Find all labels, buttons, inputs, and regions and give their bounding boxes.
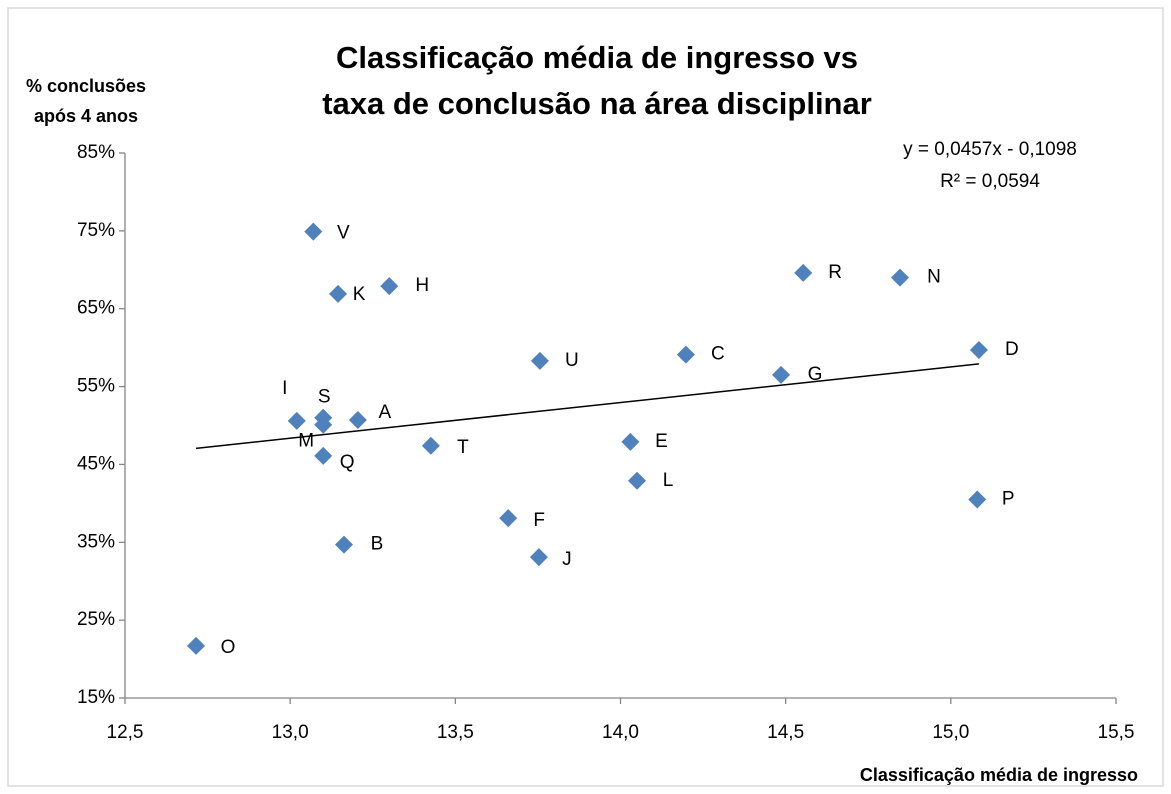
point xyxy=(287,411,306,430)
point xyxy=(969,340,988,359)
y-tick-label: 75% xyxy=(77,220,115,241)
point-label: R xyxy=(828,262,842,283)
point-label: S xyxy=(318,387,331,408)
chart-frame xyxy=(7,7,1164,787)
x-tick-label: 13,5 xyxy=(437,722,474,743)
point xyxy=(621,432,640,451)
point xyxy=(676,345,695,364)
point-label: M xyxy=(298,431,314,452)
point xyxy=(530,351,549,370)
point-label: E xyxy=(655,431,668,452)
point xyxy=(329,284,348,303)
point-label: V xyxy=(337,223,350,244)
point-label: K xyxy=(353,284,366,305)
trend-r2: R² = 0,0594 xyxy=(940,171,1040,192)
point-label: J xyxy=(562,549,572,570)
point-label: I xyxy=(282,378,287,399)
point xyxy=(499,509,518,528)
point xyxy=(304,222,323,241)
x-tick-label: 14,5 xyxy=(767,722,804,743)
y-axis-label: após 4 anos xyxy=(34,106,138,126)
point-label: C xyxy=(711,344,725,365)
x-tick-label: 15,0 xyxy=(932,722,969,743)
x-tick-label: 14,0 xyxy=(602,722,639,743)
y-tick-label: 35% xyxy=(77,531,115,552)
point xyxy=(348,411,367,430)
y-tick-label: 15% xyxy=(77,687,115,708)
chart-title: taxa de conclusão na área disciplinar xyxy=(322,86,872,121)
y-tick-label: 45% xyxy=(77,453,115,474)
point-label: Q xyxy=(340,452,355,473)
point-label: G xyxy=(808,364,823,385)
x-tick-label: 13,0 xyxy=(272,722,309,743)
point xyxy=(187,636,206,655)
point-label: D xyxy=(1005,339,1019,360)
point xyxy=(890,268,909,287)
point xyxy=(380,277,399,296)
point xyxy=(314,446,333,465)
chart-title: Classificação média de ingresso vs xyxy=(336,40,858,75)
x-tick-label: 15,5 xyxy=(1098,722,1135,743)
point xyxy=(794,263,813,282)
trendline xyxy=(195,363,979,450)
point-label: F xyxy=(533,510,545,531)
y-tick-label: 65% xyxy=(77,298,115,319)
point-label: N xyxy=(927,267,941,288)
point-label: H xyxy=(415,275,429,296)
point xyxy=(772,365,791,384)
point xyxy=(421,436,440,455)
point xyxy=(628,471,647,490)
point-label: O xyxy=(221,637,236,658)
y-tick-label: 25% xyxy=(77,609,115,630)
point-label: A xyxy=(379,402,392,423)
point-label: P xyxy=(1002,488,1015,509)
point-label: T xyxy=(457,437,469,458)
point-label: U xyxy=(565,350,579,371)
x-axis-label: Classificação média de ingresso xyxy=(860,765,1138,785)
trend-equation: y = 0,0457x - 0,1098 xyxy=(903,139,1077,160)
point xyxy=(529,548,548,567)
y-axis-label: % conclusões xyxy=(26,76,146,96)
y-tick-label: 55% xyxy=(77,376,115,397)
point-label: B xyxy=(371,534,384,555)
y-tick-label: 85% xyxy=(77,142,115,163)
point xyxy=(335,535,354,554)
x-tick-label: 12,5 xyxy=(107,722,144,743)
point-label: L xyxy=(663,470,674,491)
point xyxy=(968,490,987,509)
point xyxy=(314,415,333,434)
